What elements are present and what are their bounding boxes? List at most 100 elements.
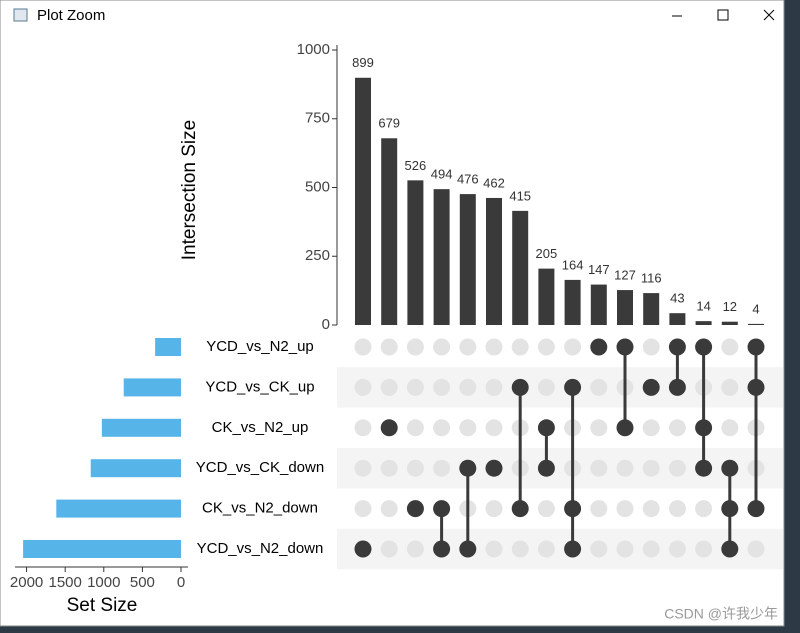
window-icon <box>13 8 28 22</box>
member-dot <box>721 540 739 558</box>
set-label: YCD_vs_CK_up <box>205 378 314 395</box>
member-dot <box>564 378 582 396</box>
empty-dot <box>380 378 398 396</box>
x-tick-label: 1500 <box>48 574 81 591</box>
bar-label: 462 <box>483 175 505 190</box>
bar <box>669 313 686 325</box>
bar <box>459 194 476 325</box>
empty-dot <box>537 338 555 356</box>
x-tick-label: 0 <box>177 574 185 591</box>
empty-dot <box>433 459 451 477</box>
bar-label: 899 <box>352 55 374 70</box>
empty-dot <box>354 459 372 477</box>
bar <box>617 290 633 325</box>
empty-dot <box>616 500 634 518</box>
bar-label: 127 <box>614 268 636 283</box>
empty-dot <box>459 419 477 437</box>
bar-label: 14 <box>696 299 710 314</box>
maximize-button[interactable] <box>717 9 729 21</box>
empty-dot <box>616 459 634 477</box>
y-axis-label: Intersection Size <box>179 120 200 260</box>
bar-label: 476 <box>457 172 479 187</box>
bar <box>695 321 712 325</box>
bar-label: 205 <box>536 246 558 261</box>
empty-dot <box>406 378 424 396</box>
empty-dot <box>380 459 398 477</box>
member-dot <box>747 338 765 356</box>
bar <box>721 321 738 325</box>
bar-label: 4 <box>752 301 759 316</box>
empty-dot <box>459 378 477 396</box>
bar <box>355 77 371 326</box>
member-dot <box>406 500 424 518</box>
watermark: CSDN @许我少年 <box>664 606 778 622</box>
member-dot <box>459 459 477 477</box>
empty-dot <box>406 459 424 477</box>
empty-dot <box>642 540 660 558</box>
empty-dot <box>354 500 372 518</box>
bar <box>748 323 764 325</box>
y-tick-label: 1000 <box>297 41 330 58</box>
empty-dot <box>721 378 739 396</box>
empty-dot <box>537 540 555 558</box>
member-dot <box>747 378 765 396</box>
member-dot <box>537 459 555 477</box>
empty-dot <box>511 540 529 558</box>
bar <box>512 210 529 325</box>
empty-dot <box>380 338 398 356</box>
empty-dot <box>485 378 503 396</box>
empty-dot <box>590 378 608 396</box>
member-dot <box>511 500 529 518</box>
empty-dot <box>459 338 477 356</box>
bar <box>433 189 450 325</box>
x-tick-label: 1000 <box>87 574 120 591</box>
empty-dot <box>380 500 398 518</box>
bar-label: 164 <box>562 257 584 272</box>
member-dot <box>721 459 739 477</box>
empty-dot <box>564 338 582 356</box>
member-dot <box>668 338 686 356</box>
empty-dot <box>668 419 686 437</box>
member-dot <box>616 338 634 356</box>
member-dot <box>537 419 555 437</box>
x-tick-label: 2000 <box>10 574 43 591</box>
set-label: CK_vs_N2_up <box>212 419 309 436</box>
empty-dot <box>642 500 660 518</box>
member-dot <box>695 459 713 477</box>
row-stripe <box>337 367 783 408</box>
member-dot <box>511 378 529 396</box>
set-label: YCD_vs_N2_down <box>197 540 324 557</box>
empty-dot <box>668 500 686 518</box>
empty-dot <box>511 338 529 356</box>
member-dot <box>721 500 739 518</box>
empty-dot <box>354 419 372 437</box>
member-dot <box>590 338 608 356</box>
bar <box>486 197 502 325</box>
empty-dot <box>380 540 398 558</box>
empty-dot <box>537 378 555 396</box>
bar <box>643 293 660 325</box>
empty-dot <box>695 500 713 518</box>
empty-dot <box>642 338 660 356</box>
bar <box>407 180 424 325</box>
empty-dot <box>354 338 372 356</box>
empty-dot <box>485 540 503 558</box>
member-dot <box>433 500 451 518</box>
empty-dot <box>616 540 634 558</box>
empty-dot <box>590 500 608 518</box>
bar-label: 415 <box>509 188 531 203</box>
member-dot <box>695 338 713 356</box>
window-title: Plot Zoom <box>37 7 105 24</box>
bar <box>381 138 398 325</box>
x-axis-label: Set Size <box>67 595 138 616</box>
bar-label: 679 <box>378 116 400 131</box>
member-dot <box>459 540 477 558</box>
row-stripe <box>337 528 783 570</box>
member-dot <box>668 378 686 396</box>
member-dot <box>380 419 398 437</box>
empty-dot <box>590 419 608 437</box>
close-button[interactable] <box>763 9 775 21</box>
y-tick-label: 250 <box>305 247 330 264</box>
